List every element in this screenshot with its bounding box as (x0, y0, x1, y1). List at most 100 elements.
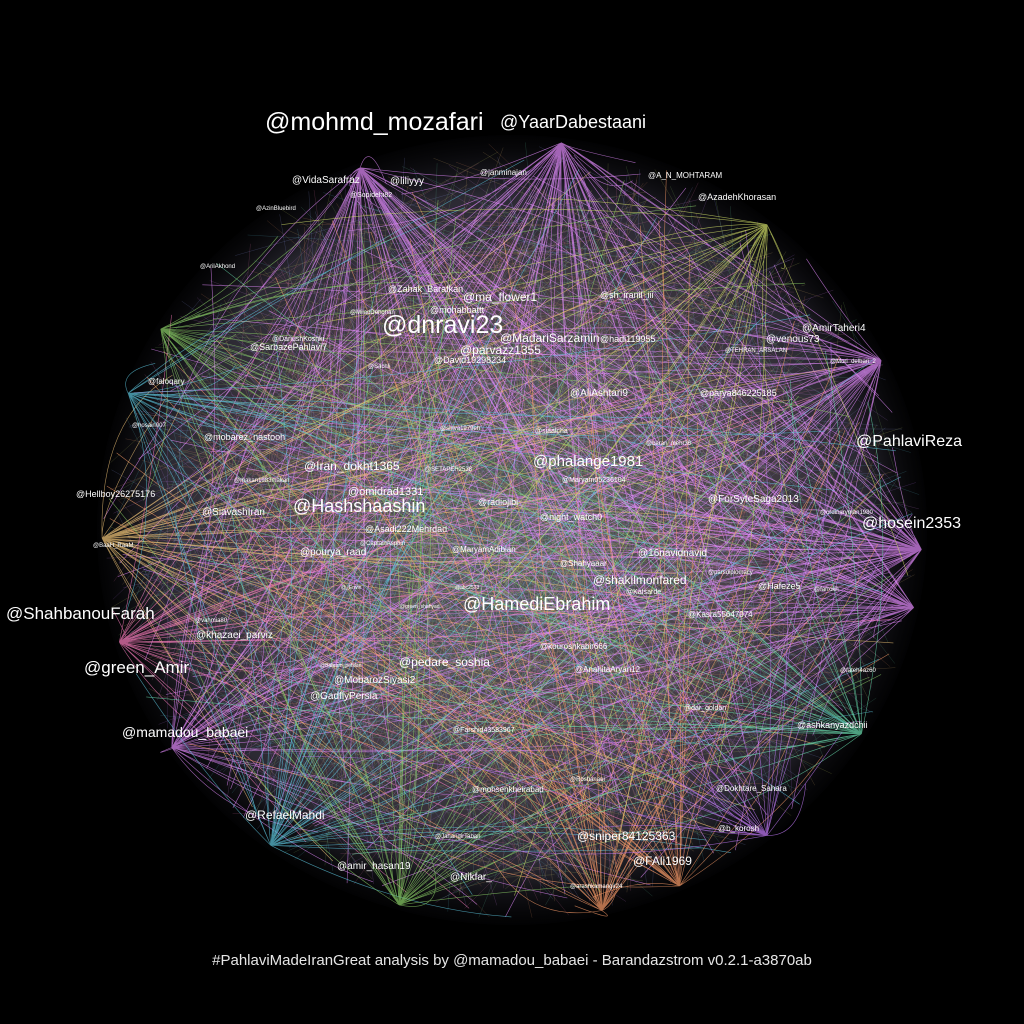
node-label: @ShahbanouFarah (6, 604, 155, 623)
node-label: @radiojibi (478, 497, 518, 507)
node-label: @TEHRAN_ARSALAN (725, 348, 787, 354)
node-label: @JahangirTaban (435, 834, 480, 840)
node-label: @venous73 (766, 334, 820, 345)
node-label: @liliyyy (390, 176, 424, 187)
node-label: @ForSyteSaga2013 (708, 494, 799, 505)
hub-fan (143, 205, 850, 893)
node-label: @AliAshtari9 (570, 388, 628, 399)
node-label: @Hafeze5 (758, 581, 801, 591)
node-label: @sniper84125363 (577, 829, 676, 843)
node-label: @Sachli (368, 364, 390, 370)
hub-fan (106, 170, 878, 898)
node-label: @MadariSarzamin (500, 331, 600, 345)
node-label: @ashkanyazdchii (797, 720, 868, 730)
node-label: @mohsenkheirabad (472, 785, 544, 794)
node-label: @Asadi222Mehrdad (365, 524, 447, 534)
node-label: @parya846225185 (700, 388, 777, 398)
node-label: @AnahitaAryan12 (575, 665, 641, 674)
node-label: @ma_flower1 (463, 290, 538, 304)
node-label: @parsdiplomacy (708, 570, 753, 576)
node-label: @khazaei_parviz (196, 630, 273, 641)
node-label: @shiva1979eh (440, 426, 480, 432)
node-label: @A_N_MOHTARAM (648, 171, 723, 180)
node-label: @faloqary (148, 377, 185, 386)
node-label: @AzinBluebird (256, 206, 296, 212)
node-label: @_Erwin (341, 585, 362, 591)
node-label: @CaptainAsphin (360, 541, 405, 547)
node-label: @omidrad1331 (348, 486, 423, 498)
node-label: @Farshid43583967 (453, 727, 515, 734)
node-label: @hosain007 (132, 423, 166, 429)
node-label: @janminajan (480, 168, 527, 177)
node-label: @vahmia80 (195, 618, 228, 624)
node-label: @baran_mehr36 (646, 441, 692, 447)
node-label: @MobarozSiyasi2 (334, 675, 416, 686)
node-label: @Hellboy26275176 (76, 489, 155, 499)
node-label: @dnravi23 (382, 311, 503, 339)
node-label: @mohmd_mozafari (265, 108, 484, 136)
hub-fan (146, 205, 884, 863)
node-label: @Mori_delbari_2 (830, 359, 876, 365)
hub-fan-layer (101, 142, 922, 918)
node-label: @AzadehKhorasan (698, 192, 776, 202)
figure-caption: #PahlaviMadeIranGreat analysis by @mamad… (212, 952, 812, 969)
node-label: @Babram_pefslan (320, 663, 362, 669)
node-label: @MiladDehghan (350, 310, 395, 316)
node-label: @PahlaviReza (856, 433, 962, 450)
node-label: @Maryam05236104 (562, 477, 626, 484)
node-label: @pourya_raad (300, 547, 366, 558)
node-label: @sh_iranil_iii (600, 290, 654, 300)
node-label: @mohabbattt (430, 305, 485, 315)
node-label: @Zahak_Barafkan (388, 284, 463, 294)
node-label: @kouroshkabir666 (540, 642, 608, 651)
node-label: @Kasra55647074 (688, 610, 753, 619)
node-label: @AmirTaheri4 (802, 323, 866, 334)
node-label: @green_shahyad (400, 604, 440, 610)
node-label: @phalange1981 (533, 453, 643, 470)
node-label: @BaaH_RaaM (93, 543, 133, 549)
node-label: @David19298234 (434, 355, 506, 365)
node-label: @farrokh (814, 587, 839, 593)
node-label: @16navidnavid (638, 548, 707, 559)
node-label: @abc2573 (455, 585, 479, 591)
node-label: @Sopidehi82 (350, 192, 392, 199)
node-label: @HamediEbrahim (463, 594, 610, 614)
node-label: @hadi119955 (600, 334, 656, 344)
node-label: @SiavashIran (202, 507, 265, 518)
node-label: @dar_goldan (684, 705, 726, 712)
node-label: @Nikfar_ (450, 872, 492, 883)
node-label: @YaarDabestaani (500, 112, 646, 132)
node-label: @GadflyPersia (310, 691, 378, 702)
node-label: @green_Amir (84, 658, 189, 677)
node-label: @SarbazePahlavi7 (250, 342, 327, 352)
node-label: @ordinaryman1980 (820, 510, 873, 516)
node-label: @night_watch0 (540, 512, 602, 522)
label-layer: @mohmd_mozafari @YaarDabestaani @dnravi2… (6, 108, 962, 890)
node-label: @mobarez_nastooh (204, 432, 285, 442)
hub-fan (125, 159, 896, 895)
node-label: @arashkamangir24 (570, 884, 623, 890)
node-label: @Kafsarde (626, 589, 661, 596)
hub-fan (103, 156, 898, 894)
node-label: @Shahyaaar (560, 559, 607, 568)
node-label: @Roshanaei (570, 777, 605, 783)
node-label: @hosein2353 (862, 515, 961, 532)
node-label: @Hashshaashin (293, 496, 425, 516)
node-label: @RefaelMahdi (245, 808, 325, 822)
node-label: @b_korosh (718, 824, 759, 833)
node-label: @parvazz1355 (460, 343, 541, 357)
node-label: @Dokhtare_Sahara (716, 784, 787, 793)
hub-fan (195, 198, 909, 896)
node-label: @SETAPEH2538 (425, 467, 473, 473)
node-label: @MaryamAdibian (452, 545, 516, 554)
node-label: @mamadou_babaei (122, 724, 248, 740)
node-label: @DariushKoshki (272, 336, 325, 343)
node-label: @FAli1969 (633, 854, 692, 868)
node-label: @shakilmonfared (593, 573, 687, 587)
node-label: @fateh4az60 (840, 668, 876, 674)
node-label: @VidaSarafraz (292, 175, 360, 186)
node-label: @amir_hasan19 (337, 861, 411, 872)
node-label: @makan1983makan (234, 478, 289, 484)
node-label: @ArilAkhond (200, 264, 235, 270)
